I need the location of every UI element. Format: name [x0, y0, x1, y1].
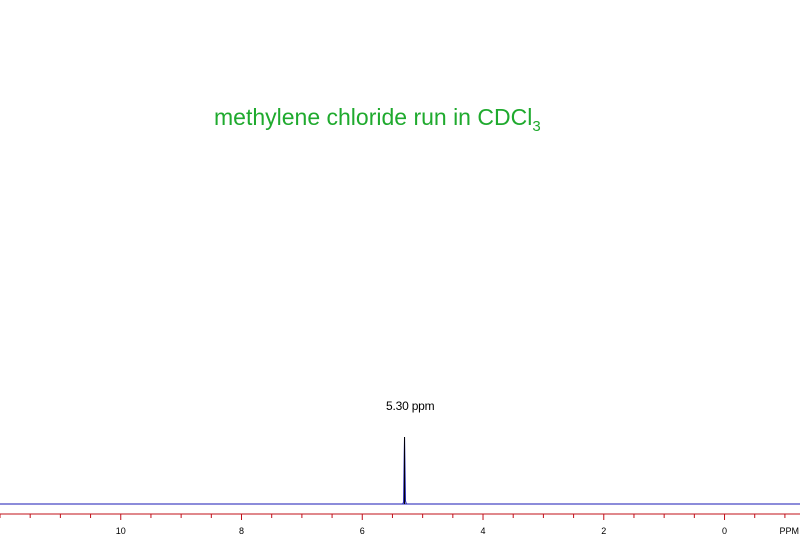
x-tick-labels: 10 8 6 4 2 0 PPM [116, 526, 799, 536]
x-axis [0, 513, 800, 520]
chart-title: methylene chloride run in CDCl3 [214, 104, 541, 135]
chart-title-text: methylene chloride run in CDCl [214, 104, 533, 130]
x-axis-unit-label: PPM [779, 526, 799, 536]
x-tick-label: 2 [601, 526, 606, 536]
chart-title-subscript: 3 [532, 118, 541, 135]
x-tick-label: 6 [360, 526, 365, 536]
x-tick-label: 4 [481, 526, 486, 536]
x-tick-label: 8 [239, 526, 244, 536]
x-tick-label: 10 [116, 526, 126, 536]
peak-annotation: 5.30 ppm [386, 399, 435, 413]
x-tick-label: 0 [722, 526, 727, 536]
spectrum-series [0, 436, 800, 505]
